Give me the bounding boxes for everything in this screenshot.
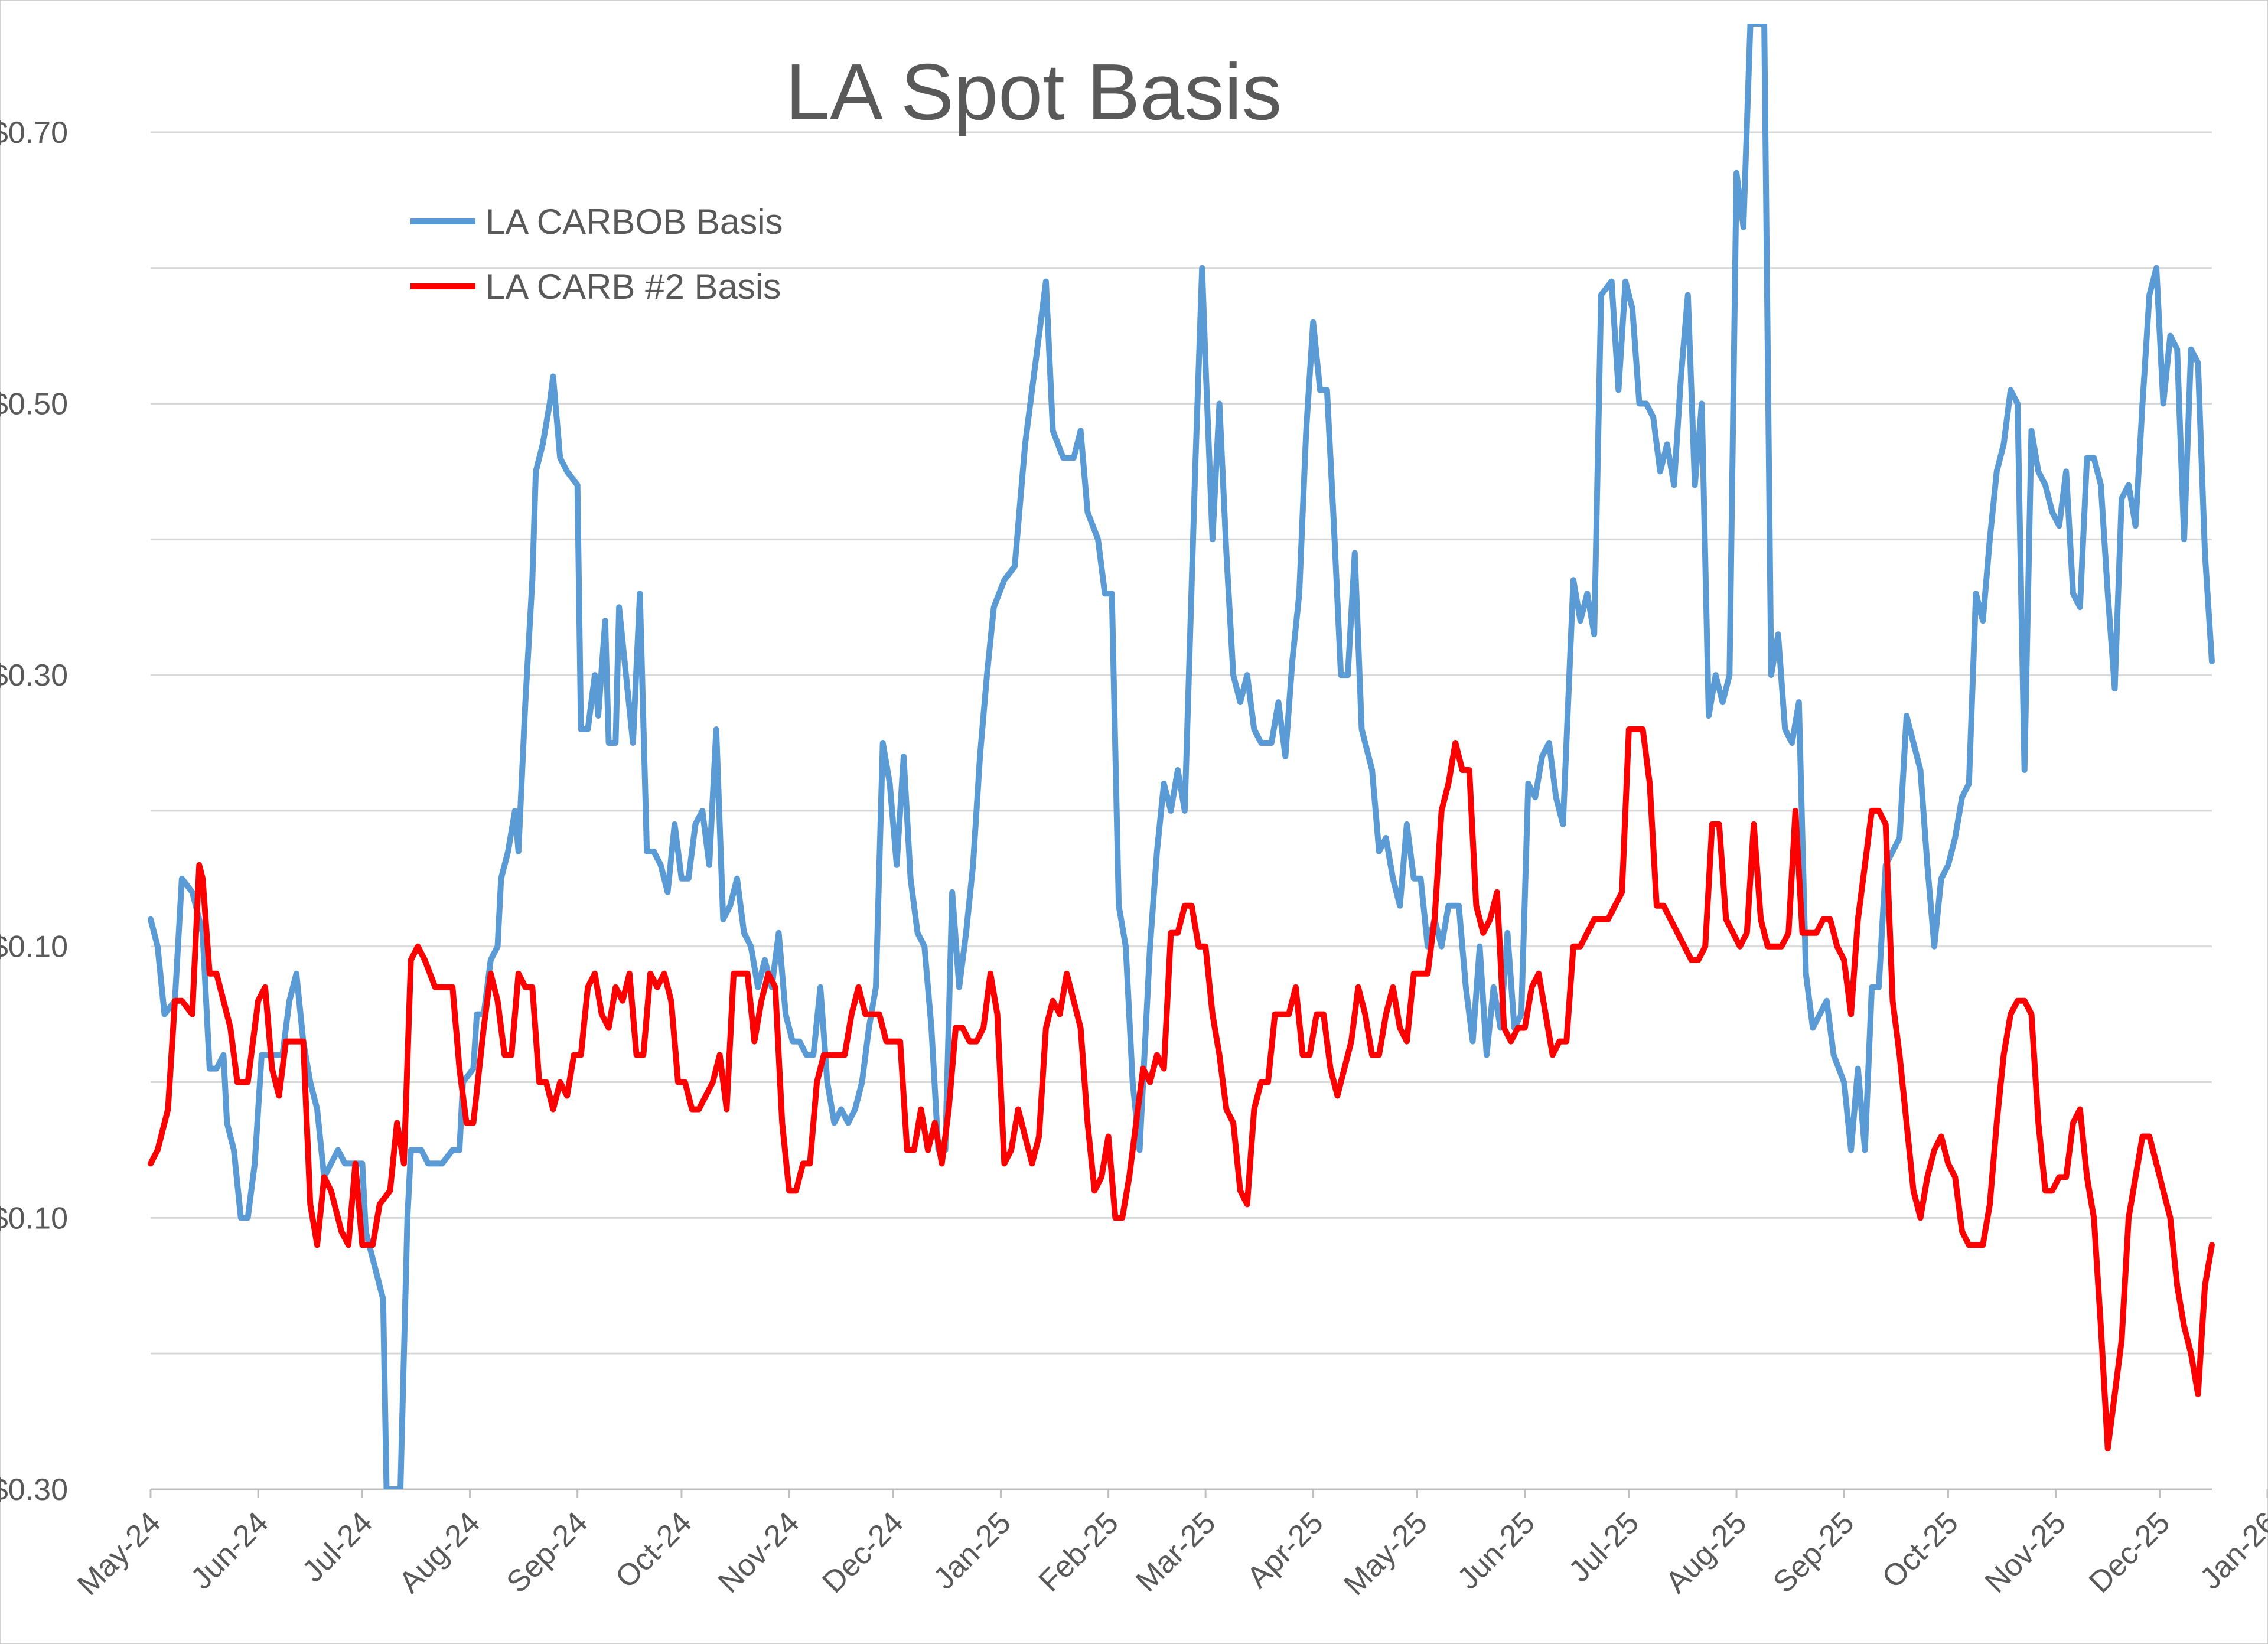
legend-label: LA CARB #2 Basis	[485, 267, 781, 306]
x-tick-label: Sep-25	[1767, 1505, 1861, 1600]
x-tick-label: Oct-25	[1876, 1505, 1965, 1594]
x-tick-label: Feb-25	[1032, 1505, 1126, 1599]
y-tick-label: $0.70	[0, 116, 68, 150]
x-tick-label: Dec-24	[816, 1505, 910, 1600]
y-tick-label: -$0.10	[0, 1201, 68, 1235]
series-lines	[148, 24, 2215, 1489]
y-tick-label: -$0.30	[0, 1473, 68, 1507]
x-tick-label: Oct-24	[609, 1505, 698, 1594]
x-tick-label: Aug-25	[1659, 1505, 1754, 1600]
x-tick-label: May-24	[71, 1505, 168, 1602]
x-tick-label: Sep-24	[500, 1505, 595, 1600]
x-tick-label: Jul-25	[1562, 1505, 1645, 1588]
series-line-carbob	[148, 24, 2215, 1489]
x-tick-label: Nov-25	[1979, 1505, 2073, 1600]
chart-title: LA Spot Basis	[786, 47, 1282, 136]
legend-label: LA CARBOB Basis	[485, 202, 783, 242]
x-tick-label: Aug-24	[392, 1505, 487, 1600]
x-tick-label: Jun-25	[1451, 1505, 1542, 1596]
x-tick-label: Jan-25	[927, 1505, 1018, 1596]
x-tick-label: Apr-25	[1240, 1505, 1329, 1594]
y-tick-label: $0.30	[0, 658, 68, 693]
x-tick-label: Mar-25	[1129, 1505, 1222, 1598]
legend: LA CARBOB Basis LA CARB #2 Basis	[410, 202, 783, 306]
x-tick-label: Nov-24	[712, 1505, 806, 1600]
x-tick-label: May-25	[1337, 1505, 1434, 1602]
x-tick-label: Dec-25	[2083, 1505, 2177, 1600]
y-tick-label: $0.50	[0, 387, 68, 421]
series-line-carb2	[148, 726, 2215, 1452]
x-tick-label: Jun-24	[184, 1505, 275, 1596]
x-tick-label: Jul-24	[296, 1505, 379, 1588]
y-tick-label: $0.10	[0, 930, 68, 964]
x-tick-label: Jan-26	[2194, 1505, 2268, 1596]
